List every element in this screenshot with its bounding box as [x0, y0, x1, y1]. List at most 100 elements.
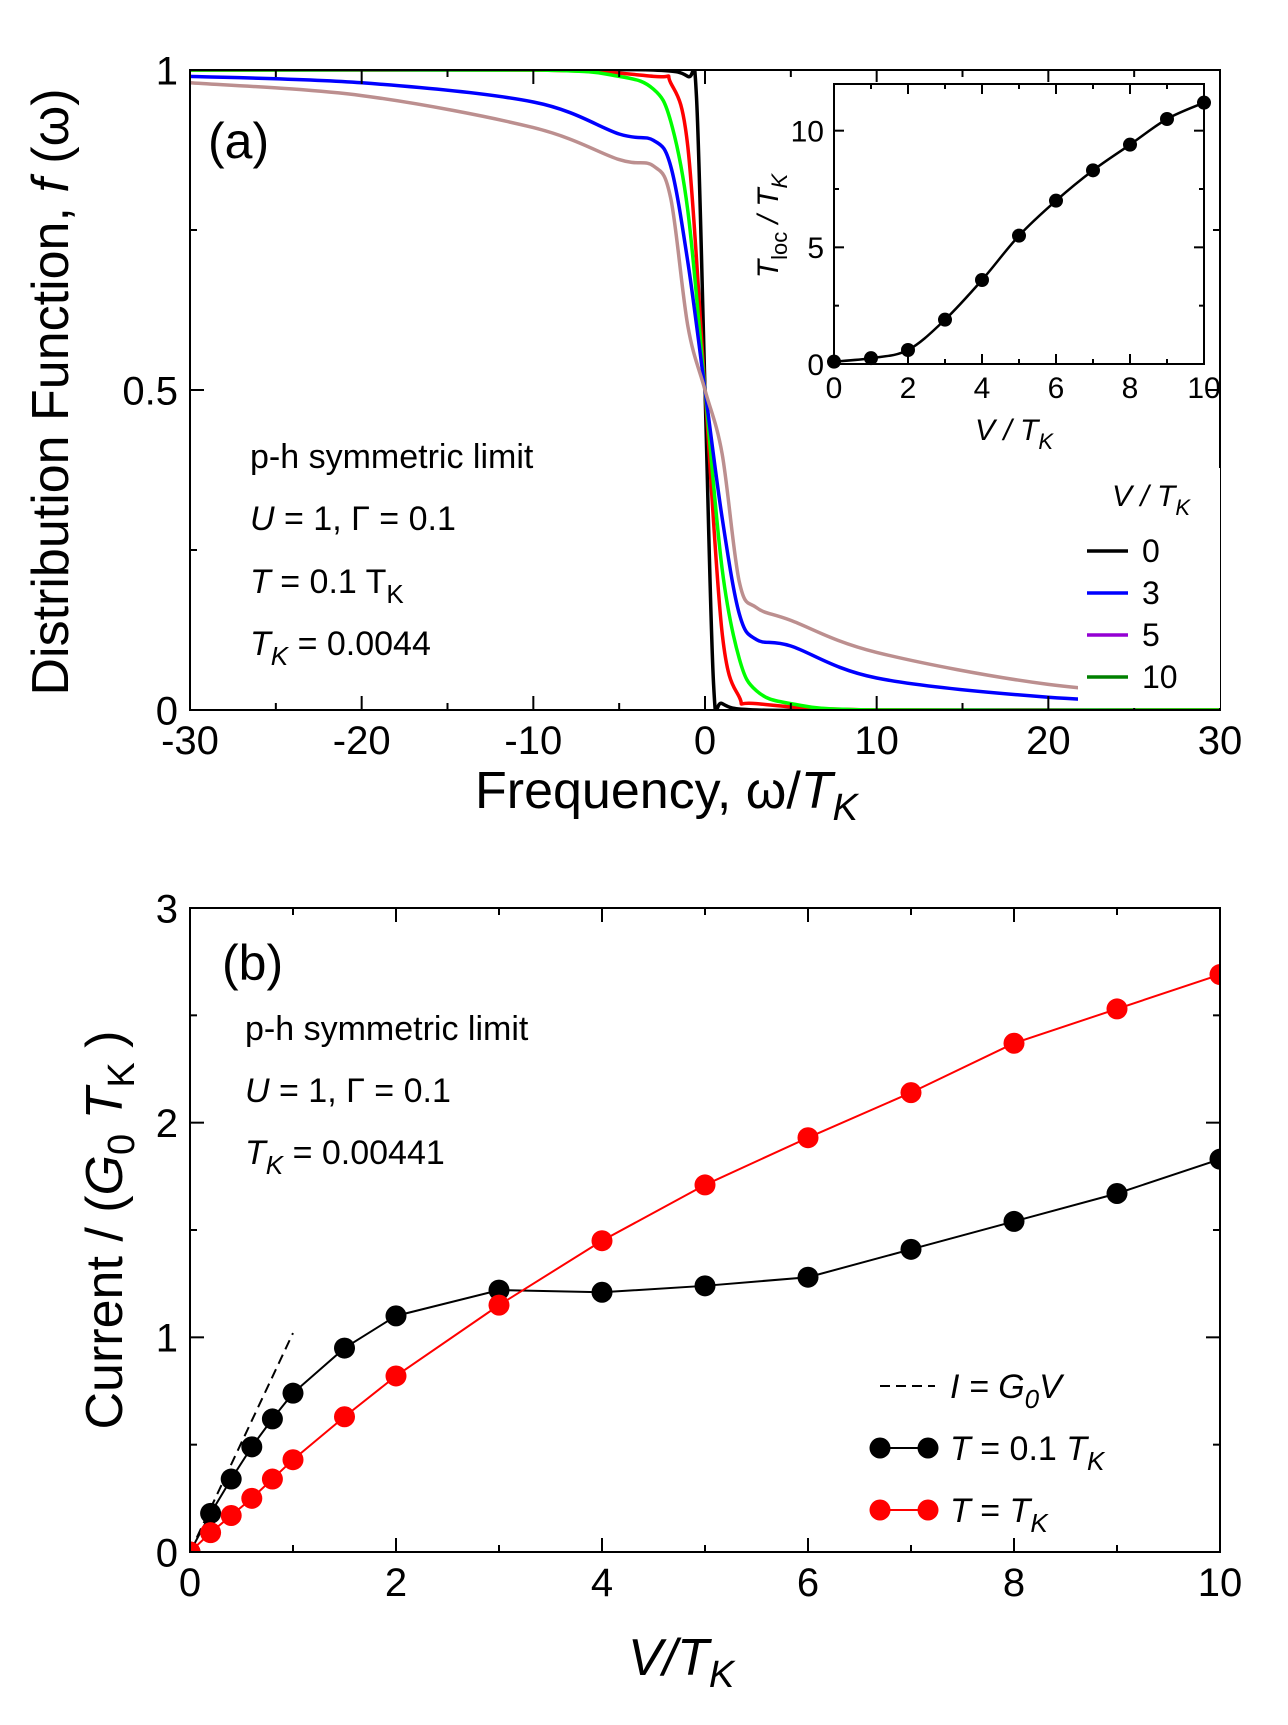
panel-b-legend-label-3: T = TK [950, 1492, 1049, 1538]
panel-b-label: (b) [222, 935, 283, 991]
inset-point [901, 343, 915, 357]
legend-marker-1 [917, 1437, 939, 1459]
x-tick-label: 4 [591, 1561, 613, 1605]
panel-b-annotation-3: TK = 0.00441 [245, 1134, 445, 1180]
x-tick-label: 30 [1198, 719, 1243, 763]
y-tick-label: 3 [156, 887, 178, 931]
series-point-1 [488, 1279, 510, 1301]
panel-a-legend: V / TK 0 3 5 10 [1078, 468, 1220, 708]
x-tick-label: -10 [504, 719, 562, 763]
panel-a-label: (a) [208, 113, 269, 169]
x-tick-label: 20 [1026, 719, 1071, 763]
inset-point [938, 312, 952, 327]
legend-marker-2 [869, 1499, 891, 1521]
series-point-2 [220, 1505, 242, 1527]
panel-a-ylabel: Distribution Function, f (ω) [22, 88, 80, 695]
inset-point [1160, 112, 1174, 126]
panel-a-annotation-3: T = 0.1 TK [250, 563, 404, 609]
series-point-2 [282, 1449, 304, 1471]
panel-b-series [190, 964, 1220, 1552]
x-tick-label: -20 [333, 719, 391, 763]
panel-a-annotations: p-h symmetric limit U = 1, Γ = 0.1 T = 0… [250, 438, 534, 671]
panel-b-legend-label-1: I = G0V [950, 1368, 1065, 1414]
panel-a-legend-bg [1078, 468, 1220, 708]
x-tick-label: 2 [900, 372, 917, 405]
series-point-1 [591, 1281, 613, 1303]
x-tick-label: 6 [797, 1561, 819, 1605]
panel-b-annotation-2: U = 1, Γ = 0.1 [245, 1072, 451, 1110]
legend-label-0: 0 [1142, 533, 1160, 569]
series-point-1 [282, 1382, 304, 1404]
series-point-1 [385, 1305, 407, 1327]
y-tick-label: 0 [807, 349, 824, 382]
series-point-1 [1106, 1183, 1128, 1205]
y-tick-label: 2 [156, 1102, 178, 1146]
series-point-2 [241, 1487, 263, 1509]
series-point-1 [220, 1468, 242, 1490]
series-point-1 [1003, 1210, 1025, 1232]
inset-point [1086, 163, 1100, 178]
legend-marker-1 [869, 1437, 891, 1459]
panel-b-annotation-1: p-h symmetric limit [245, 1010, 529, 1048]
series-point-1 [241, 1436, 263, 1458]
y-tick-label: 0 [156, 689, 178, 733]
x-tick-label: 0 [694, 719, 716, 763]
panel-a-annotation-4: TK = 0.0044 [250, 625, 431, 671]
panel-a-legend-title: V / TK [1112, 480, 1191, 520]
x-tick-label: -30 [161, 719, 219, 763]
inset-point [1123, 137, 1137, 152]
series-point-2 [1209, 964, 1220, 986]
series-point-2 [200, 1522, 222, 1544]
x-tick-label: 8 [1003, 1561, 1025, 1605]
inset-point [1012, 228, 1026, 243]
panel-a-inset: 0 2 4 6 8 10 0 5 10 V / TK Tloc / TK [752, 82, 1221, 454]
panel-b-ylabel: Current / (G0 TK ) [76, 1031, 143, 1430]
x-tick-label: 6 [1048, 372, 1065, 405]
legend-label-3: 3 [1142, 575, 1160, 611]
y-tick-label: 1 [156, 49, 178, 93]
panel-b-annotations: p-h symmetric limit U = 1, Γ = 0.1 TK = … [245, 1010, 529, 1180]
y-tick-label: 0 [156, 1531, 178, 1575]
series-point-2 [385, 1365, 407, 1387]
panel-b-legend-entries [869, 1385, 939, 1521]
inset-point [975, 273, 989, 287]
panel-b-legend-label-2: T = 0.1 TK [950, 1430, 1106, 1476]
panel-b-xlabel: V/TK [628, 1629, 736, 1696]
series-point-1 [200, 1502, 222, 1524]
series-line-2 [190, 973, 1220, 1552]
inset-point [864, 351, 878, 366]
panel-a-xlabel: Frequency, ω/TK [475, 762, 860, 829]
series-point-2 [694, 1174, 716, 1196]
x-tick-label: 2 [385, 1561, 407, 1605]
panel-a-annotation-2: U = 1, Γ = 0.1 [250, 500, 456, 538]
panel-b-ticks: 0 2 4 6 8 10 0 1 2 3 [156, 887, 1243, 1605]
legend-label-5: 5 [1142, 617, 1160, 653]
legend-marker-2 [917, 1499, 939, 1521]
series-point-1 [694, 1275, 716, 1297]
y-tick-label: 0.5 [122, 369, 178, 413]
x-tick-label: 4 [974, 372, 991, 405]
series-point-2 [334, 1406, 355, 1428]
series-point-1 [1209, 1148, 1220, 1170]
x-tick-label: 10 [854, 719, 899, 763]
y-tick-label: 10 [791, 115, 824, 148]
series-point-2 [591, 1230, 613, 1252]
series-line-v4 [190, 81, 1220, 699]
series-point-2 [1003, 1032, 1025, 1054]
series-line-1 [190, 1158, 1220, 1552]
series-point-2 [261, 1468, 283, 1490]
inset-xlabel: V / TK [975, 414, 1054, 454]
y-tick-label: 5 [807, 232, 824, 265]
panel-b-legend: I = G0V T = 0.1 TK T = TK [869, 1368, 1106, 1538]
x-tick-label: 10 [1187, 372, 1220, 405]
series-point-1 [334, 1337, 355, 1359]
series-point-1 [900, 1238, 922, 1260]
series-point-1 [261, 1408, 283, 1430]
series-point-2 [900, 1082, 922, 1104]
y-tick-label: 1 [156, 1317, 178, 1361]
series-point-1 [797, 1266, 819, 1288]
